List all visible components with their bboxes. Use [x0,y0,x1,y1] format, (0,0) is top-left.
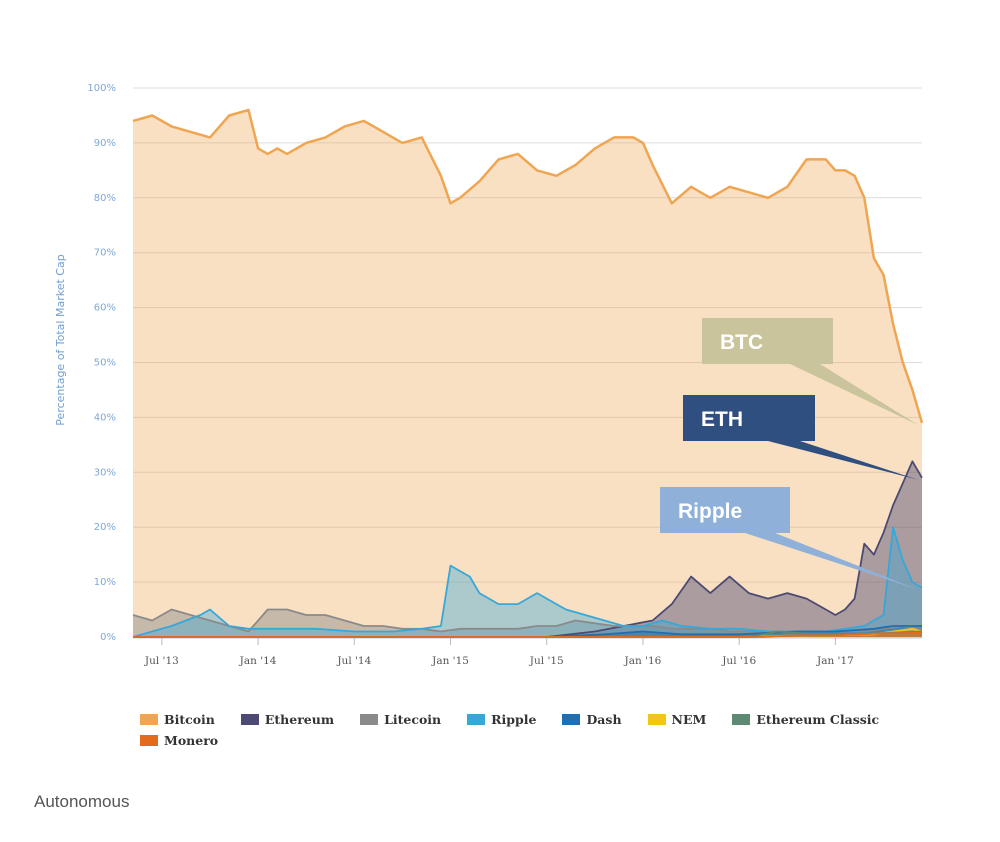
callout-pointer-btc [790,364,918,425]
y-axis-label: Percentage of Total Market Cap [54,254,67,425]
legend-label: Bitcoin [164,712,215,727]
legend-swatch [360,714,379,725]
legend-item-ethereum-classic: Ethereum Classic [732,712,879,727]
y-tick-label: 10% [94,577,116,588]
legend-label: Monero [164,733,219,748]
legend-swatch [732,714,751,725]
x-tick-label: Jul '15 [529,655,564,667]
x-tick-label: Jul '14 [336,655,371,667]
y-axis-ticks: 100% 90% 80% 70% 60% 50% 40% 30% 20% 10% 0% [87,83,116,643]
y-tick-label: 60% [94,303,116,314]
legend-item-ethereum: Ethereum [240,712,335,727]
series-line-monero [133,631,923,638]
y-tick-label: 50% [94,358,116,369]
legend-label: Litecoin [384,712,442,727]
callout-pointer-eth [768,441,918,480]
source-label: Autonomous [34,792,130,811]
legend-label: Ethereum [264,712,335,727]
legend-label: Dash [586,712,622,727]
legend-swatch [240,714,259,725]
callout-box-eth [683,395,815,441]
series-line-ethereum [133,460,923,638]
legend-item-litecoin: Litecoin [360,712,441,727]
legend-item-nem: NEM [647,712,707,727]
legend-item-ripple: Ripple [467,712,536,727]
series-lines [132,108,924,638]
series-area-ripple [133,527,922,637]
series-area-bitcoin [133,110,922,637]
callout-label-ripple: Ripple [678,500,742,523]
legend-label: Ethereum Classic [756,712,880,727]
legend: Bitcoin Ethereum Litecoin Ripple Dash NEM Ethe… [140,712,940,748]
callout-box-ripple [660,487,790,533]
callout-label-eth: ETH [701,408,743,431]
callout-label-btc: BTC [720,331,763,354]
callout-pointer-ripple [745,533,918,590]
x-tick-label: Jul '16 [721,655,756,667]
legend-swatch [140,735,158,746]
legend-swatch [562,714,581,725]
x-axis-ticks: Jul '13 Jan '14 Jul '14 Jan '15 Jul '15 Jan '… [144,638,854,667]
legend-swatch [140,714,158,725]
legend-item-bitcoin: Bitcoin [140,712,215,727]
legend-swatch [467,714,486,725]
y-tick-label: 20% [94,522,116,533]
series-line-ripple [132,526,923,638]
x-tick-label: Jan '17 [816,655,854,667]
legend-label: Ripple [491,712,537,727]
legend-label: NEM [671,712,707,727]
x-tick-label: Jul '13 [144,655,179,667]
x-tick-label: Jan '16 [624,655,662,667]
x-tick-label: Jan '14 [239,655,277,667]
y-tick-label: 70% [94,248,116,259]
legend-item-monero: Monero [140,733,218,748]
y-tick-label: 100% [87,83,116,94]
series-areas [133,110,922,637]
y-tick-label: 0% [100,632,116,643]
y-tick-label: 40% [94,412,116,423]
y-tick-label: 90% [94,138,116,149]
legend-swatch [647,714,666,725]
x-tick-label: Jan '15 [431,655,469,667]
series-area-monero [133,632,922,637]
callout-box-btc [702,318,833,364]
series-line-dash [133,625,922,638]
callouts: BTC ETH Ripple [660,318,918,590]
y-tick-label: 80% [94,193,116,204]
y-tick-label: 30% [94,467,116,478]
series-area-ethereum [133,461,922,637]
legend-item-dash: Dash [562,712,622,727]
series-line-bitcoin [132,108,924,424]
